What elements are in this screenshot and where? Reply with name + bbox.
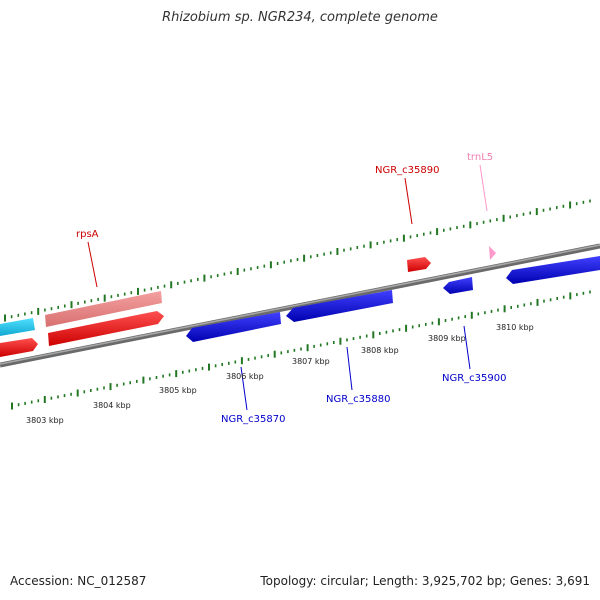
gene-feature-c35880[interactable]	[286, 290, 393, 322]
gene-feature-rrna[interactable]	[45, 291, 162, 327]
label-leader-c35880	[346, 346, 353, 391]
gene-label-c35890[interactable]: NGR_c35890	[375, 165, 440, 176]
gene-feature-c35890[interactable]	[407, 257, 431, 272]
kbp-label: 3807 kbp	[292, 357, 330, 366]
kbp-label: 3806 kbp	[226, 372, 264, 381]
kbp-label: 3804 kbp	[93, 401, 131, 410]
gene-label-rpsA[interactable]: rpsA	[76, 229, 99, 240]
gene-feature-plus[interactable]	[0, 338, 38, 357]
genome-summary-text: Topology: circular; Length: 3,925,702 bp…	[260, 574, 590, 588]
gene-feature-cyan[interactable]	[0, 318, 35, 336]
gene-feature-trnl5[interactable]	[489, 246, 496, 260]
label-leader-c35900	[463, 325, 471, 370]
outer-tick-track	[4, 199, 591, 322]
accession-text: Accession: NC_012587	[10, 574, 147, 588]
label-leader-rpsA	[87, 241, 98, 288]
gene-feature-plus[interactable]	[48, 311, 164, 346]
gene-label-c35880[interactable]: NGR_c35880	[326, 394, 391, 405]
kbp-label: 3810 kbp	[496, 323, 534, 332]
map-title: Rhizobium sp. NGR234, complete genome	[162, 10, 438, 25]
label-leader-trnl5	[479, 164, 488, 212]
kbp-label: 3805 kbp	[159, 386, 197, 395]
label-leader-c35870	[240, 366, 248, 411]
kbp-label: 3809 kbp	[428, 334, 466, 343]
gene-label-c35900[interactable]: NGR_c35900	[442, 373, 507, 384]
gene-label-c35870[interactable]: NGR_c35870	[221, 414, 286, 425]
gene-feature-c35870[interactable]	[186, 312, 281, 342]
genome-backbone-highlight	[0, 244, 600, 365]
genome-backbone	[0, 243, 600, 368]
inner-tick-track	[11, 290, 591, 410]
label-leader-c35890	[404, 177, 413, 225]
kbp-label: 3803 kbp	[26, 416, 64, 425]
gene-label-trnl5[interactable]: trnL5	[467, 152, 493, 163]
gene-feature-minus[interactable]	[506, 256, 600, 284]
kbp-label: 3808 kbp	[361, 346, 399, 355]
gene-feature-c35900[interactable]	[443, 277, 473, 294]
